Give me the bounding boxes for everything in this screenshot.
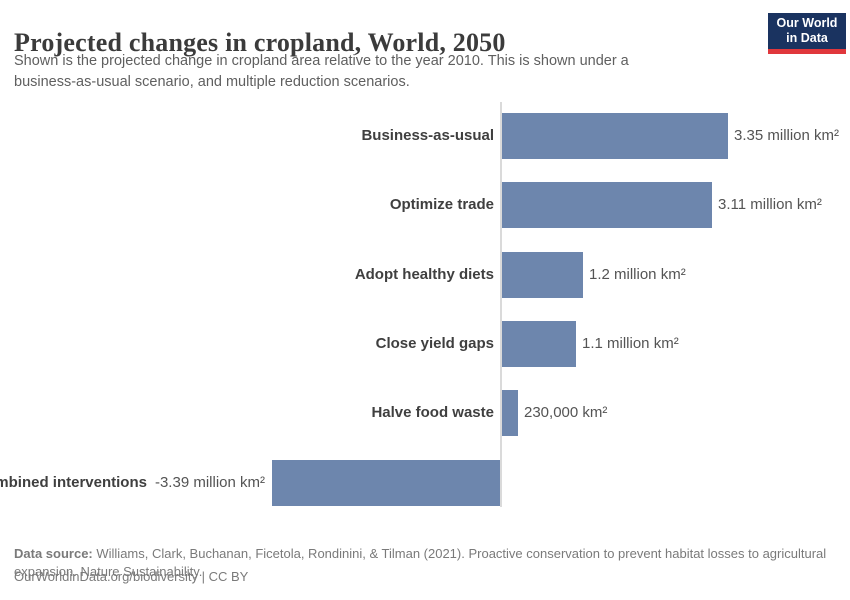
bar[interactable] <box>502 113 728 159</box>
subtitle-line-1: Shown is the projected change in croplan… <box>14 53 629 69</box>
bar[interactable] <box>502 252 583 298</box>
data-source-line-2: expansion. Nature Sustainability. <box>14 564 203 579</box>
license-line: OurWorldinData.org/biodiversity | CC BY <box>14 569 249 584</box>
value-label: 3.35 million km² <box>734 127 840 144</box>
value-label: 1.2 million km² <box>589 266 686 283</box>
chart-subtitle: Shown is the projected change in croplan… <box>14 51 629 93</box>
owid-logo-line-1: Our World <box>776 16 838 30</box>
category-label: Close yield gaps <box>375 335 494 352</box>
value-label: -3.39 million km² <box>154 474 265 491</box>
category-label-text: Combined interventions <box>0 474 147 491</box>
category-label: Business-as-usual <box>361 127 494 144</box>
data-source-note: Data source: Williams, Clark, Buchanan, … <box>14 545 836 581</box>
page-title: Projected changes in cropland, World, 20… <box>14 28 506 58</box>
value-label: 3.11 million km² <box>718 196 822 213</box>
category-label: Optimize trade <box>389 196 494 213</box>
owid-logo-line-2: in Data <box>786 31 828 45</box>
bar[interactable] <box>502 390 518 436</box>
data-source-line-1: Williams, Clark, Buchanan, Ficetola, Ron… <box>96 546 827 561</box>
data-source-label: Data source: <box>14 546 93 561</box>
subtitle-line-2: business-as-usual scenario, and multiple… <box>14 74 410 90</box>
category-label: Combined interventions -3.39 million km² <box>0 460 265 506</box>
category-label: Adopt healthy diets <box>354 266 494 283</box>
bar[interactable] <box>502 321 576 367</box>
value-label: 230,000 km² <box>524 404 608 421</box>
zero-axis-line <box>500 102 502 507</box>
bar[interactable] <box>502 182 712 228</box>
category-label: Halve food waste <box>371 404 494 421</box>
value-label: 1.1 million km² <box>582 335 679 352</box>
bar[interactable] <box>272 460 500 506</box>
owid-logo: Our World in Data <box>768 13 846 54</box>
